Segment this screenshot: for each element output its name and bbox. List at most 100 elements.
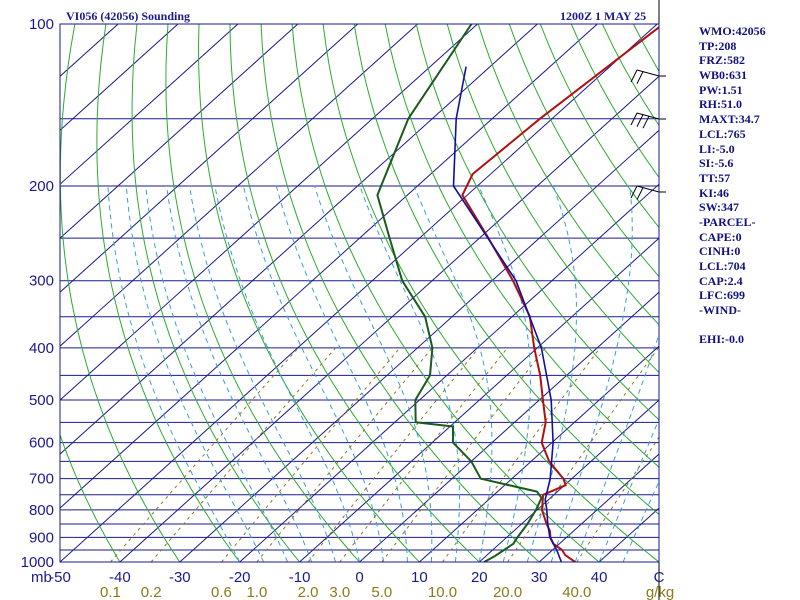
mixing-ratio-tick-label: 0.1 [100,584,121,600]
stat-line: WB0:631 [699,68,747,83]
dry-adiabat-line [353,24,659,516]
wind-barb-shaft [636,69,660,77]
wind-barb-shaft [636,112,660,120]
moist-adiabat-line [166,185,313,562]
pressure-tick-label: 200 [29,178,54,195]
stat-line: FRZ:582 [699,53,745,68]
moist-adiabat-line [574,332,659,562]
mixing-ratio-tick-label: 40.0 [562,584,591,600]
dry-adiabat-line [477,24,659,326]
dry-adiabat-line [96,24,241,562]
mixing-ratio-line [442,347,601,562]
stat-line: -PARCEL- [699,214,756,229]
isotherm-line [179,129,659,562]
stat-line: WMO:42056 [699,24,766,38]
dry-adiabat-line [415,24,659,421]
pressure-tick-label: 500 [29,392,54,409]
dry-adiabat-line [60,24,181,562]
mixing-ratio-tick-label: 2.0 [298,584,319,600]
stat-line: CAPE:0 [699,229,742,244]
isotherm-line [60,24,658,562]
isotherm-line [359,291,659,562]
isotherm-line [419,345,659,562]
temperature-tick-label: 30 [531,569,548,586]
mixing-ratio-line [307,347,480,562]
sounding-indices-panel: WMO:42056 TP:208 FRZ:582 WB0:631 PW:1.51 RH:5… [699,24,799,347]
observation-time: 1200Z 1 MAY 25 [560,9,647,23]
stat-line: MAXT:34.7 [699,112,760,127]
temperature-tick-label: 40 [591,569,608,586]
parcel-profile [452,66,563,562]
isotherm-line [299,237,659,562]
dry-adiabat-line [260,24,540,562]
wind-barb-flag [636,71,644,84]
dry-adiabat-line [384,24,659,468]
mixing-ratio-line [339,347,508,562]
pressure-tick-label: 600 [29,435,54,452]
isotherm-line [60,24,418,347]
stat-line: KI:46 [699,185,729,200]
wind-barb-flag [636,114,644,127]
mixing-ratio-line [507,347,659,562]
wind-barb-flag [630,185,638,199]
mixing-ratio-tick-label: 10.0 [428,584,457,600]
temperature-tick-label: 0 [355,569,363,586]
moist-adiabat-line [189,185,336,562]
pressure-unit-label: mb [31,569,52,586]
dry-adiabat-line [508,24,659,278]
stat-line: EHI:-0.0 [699,332,744,347]
pressure-tick-label: 700 [29,471,54,488]
moist-adiabat-line [413,185,493,562]
stat-line: TT:57 [699,170,731,185]
mixing-ratio-line [221,347,401,562]
temperature-tick-label: -30 [169,569,191,586]
isotherm-line [60,24,179,131]
stat-line: SI:-5.6 [699,156,734,171]
temperature-tick-label: -20 [229,569,251,586]
isotherm-line [478,399,659,562]
temperature-tick-label: 20 [471,569,488,586]
dry-adiabat-line [322,24,659,562]
pressure-tick-label: 800 [29,502,54,519]
plot-frame [59,23,660,563]
dry-adiabat-line [60,433,121,562]
mixing-ratio-tick-label: 20.0 [493,584,522,600]
wind-barb-shaft [636,185,660,193]
stat-line: LFC:699 [699,288,745,303]
dry-adiabat-line [165,24,360,562]
moist-adiabat-line [125,185,265,562]
moist-adiabat-line [359,185,460,562]
isotherm-line [60,24,299,239]
isotherm-line [239,183,659,562]
dewpoint-profile [376,24,543,562]
moist-adiabat-line [145,185,289,562]
chart-title: VI056 (42056) Sounding [66,9,191,23]
pressure-tick-label: 100 [29,16,54,33]
moist-adiabat-line [478,185,531,562]
moist-adiabat-line [598,418,659,562]
moist-adiabat-line [622,480,659,562]
thermo-grid [60,24,659,562]
isotherm-line [60,24,239,185]
wind-barb-flag [636,187,644,200]
stat-line: LCL:765 [699,126,746,141]
stat-line: RH:51.0 [699,97,742,112]
stat-line: LI:-5.0 [699,141,735,156]
dry-adiabat-line [229,24,480,562]
mixing-ratio-tick-label: 0.2 [141,584,162,600]
mixing-ratio-line [576,436,659,562]
stat-line: SW:347 [699,200,740,215]
moist-adiabat-line [214,185,360,562]
mixing-ratio-tick-label: 0.6 [211,584,232,600]
stat-line: PW:1.51 [699,82,743,97]
stat-line: LCL:704 [699,259,746,273]
pressure-tick-label: 900 [29,529,54,546]
stat-line: CAP:2.4 [699,273,743,288]
temperature-tick-label: -50 [49,569,71,586]
temperature-tick-label: C [654,569,665,586]
dry-adiabat-line [197,24,420,562]
dry-adiabat-line [291,24,600,562]
isotherm-line [538,453,659,562]
